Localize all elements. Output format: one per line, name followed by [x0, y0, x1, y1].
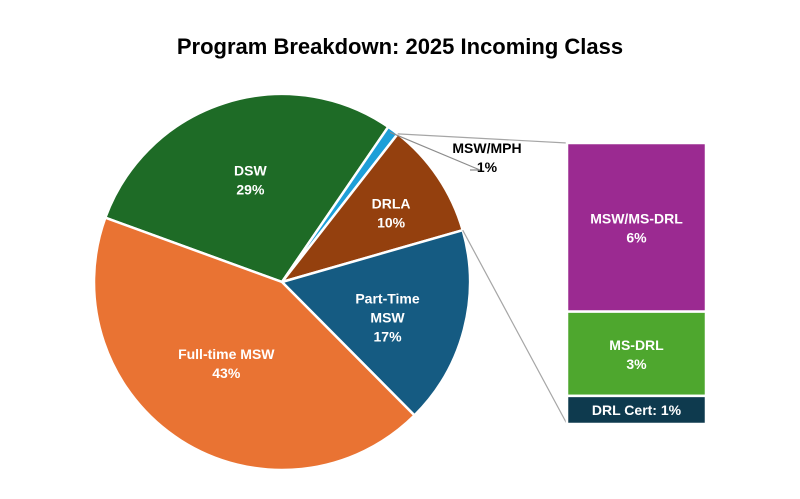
- breakdown-bar: [565, 141, 708, 426]
- bar-segment-ms-drl: [565, 310, 708, 398]
- slice-part-time-msw: [279, 228, 472, 418]
- label-msw-mph: MSW/MPH 1%: [452, 140, 521, 175]
- bar-label-msw-ms-drl: MSW/MS-DRL 6%: [590, 210, 683, 245]
- label-full-time-msw: Full-time MSW 43%: [178, 346, 275, 381]
- bar-label-ms-drl: MS-DRL 3%: [609, 337, 664, 372]
- label-part-time-msw: Part-Time MSW 17%: [355, 290, 420, 344]
- bar-segment-msw-ms-drl: [565, 141, 708, 313]
- label-dsw: DSW 29%: [234, 163, 267, 198]
- label-drla: DRLA 10%: [372, 195, 411, 230]
- chart-title: Program Breakdown: 2025 Incoming Class: [176, 34, 624, 59]
- connector-top: [397, 133, 568, 144]
- value-dsw: 29%: [236, 182, 265, 198]
- connector-bottom: [462, 229, 568, 425]
- connector-lines: [389, 131, 568, 425]
- value-full-time-msw: 43%: [212, 365, 241, 381]
- bar-segment-drl-cert-1: [565, 394, 708, 426]
- slice-labels: DSW 29% MSW/MPH 1% DRLA 10% Part-Time MSW 17% Ful…: [178, 140, 683, 418]
- value-drla: 10%: [377, 214, 406, 230]
- slice-dsw: [103, 92, 390, 284]
- bar-label-drl-cert-1: DRL Cert: 1%: [592, 402, 682, 418]
- value-part-time-msw: 17%: [374, 328, 403, 344]
- pie-slices: [92, 92, 472, 472]
- leader-line-msw-mph: [389, 131, 481, 171]
- value-msw-mph: 1%: [477, 159, 498, 175]
- slice-full-time-msw: [92, 216, 417, 472]
